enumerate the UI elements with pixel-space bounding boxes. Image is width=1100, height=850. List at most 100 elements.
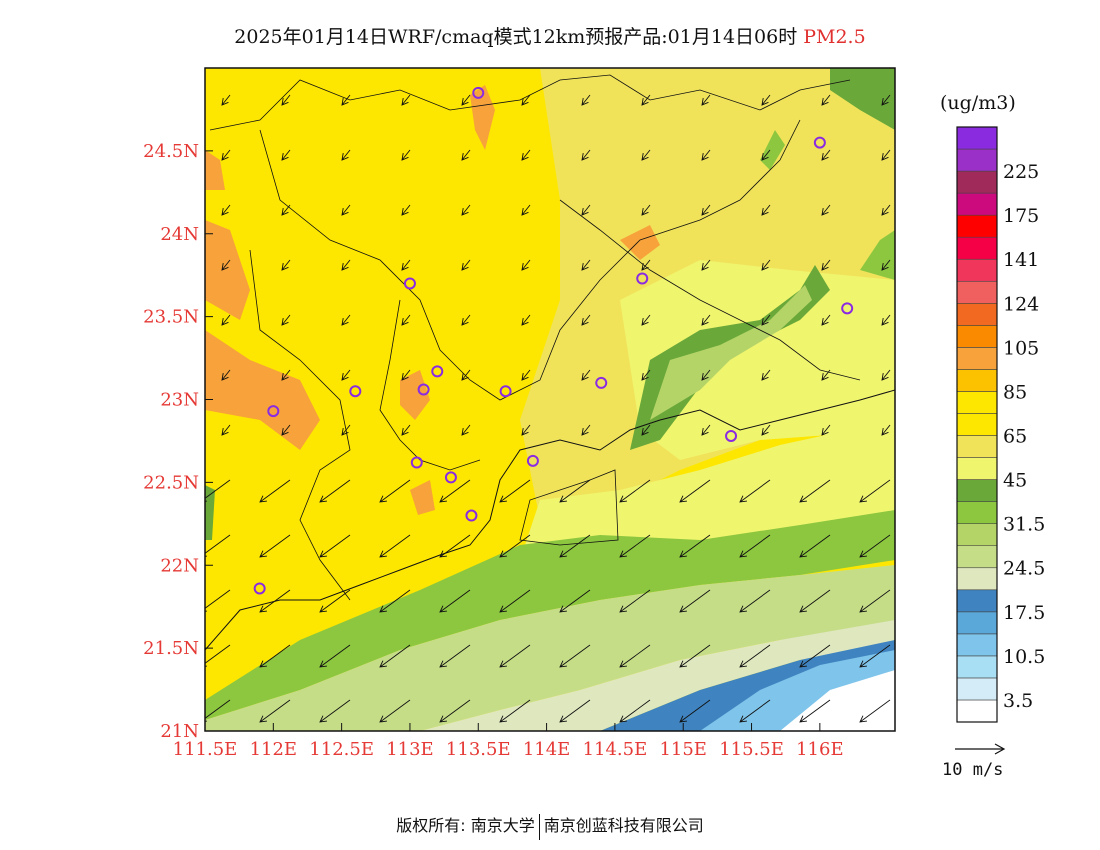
colorbar-swatch [956,302,998,326]
colorbar-swatch [956,148,998,172]
wind-vector [701,259,711,271]
wind-vector [319,534,351,558]
colorbar-swatch [956,479,998,502]
colorbar-swatch [956,677,998,701]
station-marker [349,385,362,398]
wind-vector [881,204,891,216]
lon-tick-label: 115E [659,739,707,760]
station-marker [417,383,430,396]
station-marker [431,365,444,378]
colorbar-swatch [956,369,998,392]
wind-vector [521,369,531,381]
colorbar-swatch [956,611,998,635]
wind-vector [739,589,771,613]
colorbar-label: 85 [1003,381,1027,403]
wind-vector [641,149,651,161]
wind-vector [821,259,831,271]
wind-vector [679,644,711,668]
wind-vector [821,424,831,436]
footer-company: 南京创蓝科技有限公司 [543,816,704,835]
wind-vector [619,534,651,558]
colorbar-swatch [956,391,998,414]
wind-vector [259,644,291,668]
wind-vector [319,699,351,723]
wind-vector [739,534,771,558]
wind-vector [619,589,651,613]
field-zone-45 [620,260,895,460]
wind-vector [739,479,771,503]
station-marker [526,454,539,467]
wind-vector [461,424,471,436]
wind-vector [881,149,891,161]
lon-tick-label: 113.5E [446,739,511,760]
wind-vector [559,479,591,503]
colorbar-swatch [956,258,998,282]
colorbar-label: 3.5 [1003,690,1033,712]
wind-vector [821,314,831,326]
wind-vector [799,534,831,558]
wind-vector [205,644,231,667]
boundary-mid [259,119,801,401]
field-spot-orange-north [470,85,495,150]
wind-vector [401,369,411,381]
colorbar-label: 124 [1003,293,1039,315]
wind-vector [641,259,651,271]
colorbar-swatch [956,633,998,657]
lat-tick-label: 22N [160,555,199,576]
colorbar-swatch [956,214,998,238]
lon-tick-label: 111.5E [173,739,238,760]
lon-tick-label: 112.5E [309,739,374,760]
lon-tick-label: 114E [523,739,571,760]
wind-vector [221,369,231,381]
station-marker [841,302,854,315]
wind-vector [319,479,351,503]
wind-vector [821,204,831,216]
wind-vector [581,259,591,271]
wind-vector [761,369,771,381]
wind-vector [859,479,891,503]
wind-vector [581,94,591,106]
wind-vector [859,699,891,723]
wind-vector [761,259,771,271]
wind-vector [499,534,531,558]
wind-vector [881,259,891,271]
wind-vector [401,94,411,106]
wind-vector [559,589,591,613]
wind-vector [281,314,291,326]
wind-vector [761,314,771,326]
wind-vector [205,699,231,722]
wind-vector [221,149,231,161]
wind-vector [679,479,711,503]
field-spot-green-corner [830,68,895,130]
wind-vector [439,644,471,668]
field-spot-orange-gz [400,370,430,420]
wind-vector [205,589,231,612]
wind-vector [461,259,471,271]
footer-copyright: 版权所有: 南京大学 [396,816,535,835]
wind-vector [499,589,531,613]
wind-vector [641,94,651,106]
field-zone-orange-west [205,220,250,320]
colorbar-swatch [956,545,998,569]
colorbar-label: 105 [1003,337,1039,359]
wind-vector [859,534,891,558]
wind-vector [461,314,471,326]
wind-vector [281,94,291,106]
colorbar-label: 31.5 [1003,514,1045,536]
colorbar-label: 45 [1003,470,1027,492]
wind-vector [379,699,411,723]
wind-vector [499,644,531,668]
boundary-west [249,249,351,601]
field-spot-green-east [860,230,895,280]
colorbar-swatch [956,280,998,304]
colorbar-swatch [956,126,998,150]
wind-vector [799,589,831,613]
field-zone-24-31 [205,565,895,731]
wind-vector [521,259,531,271]
colorbar-label: 175 [1003,205,1039,227]
wind-vector [401,149,411,161]
wind-vector [701,94,711,106]
station-marker [410,456,423,469]
wind-vector [859,589,891,613]
wind-vector [761,204,771,216]
